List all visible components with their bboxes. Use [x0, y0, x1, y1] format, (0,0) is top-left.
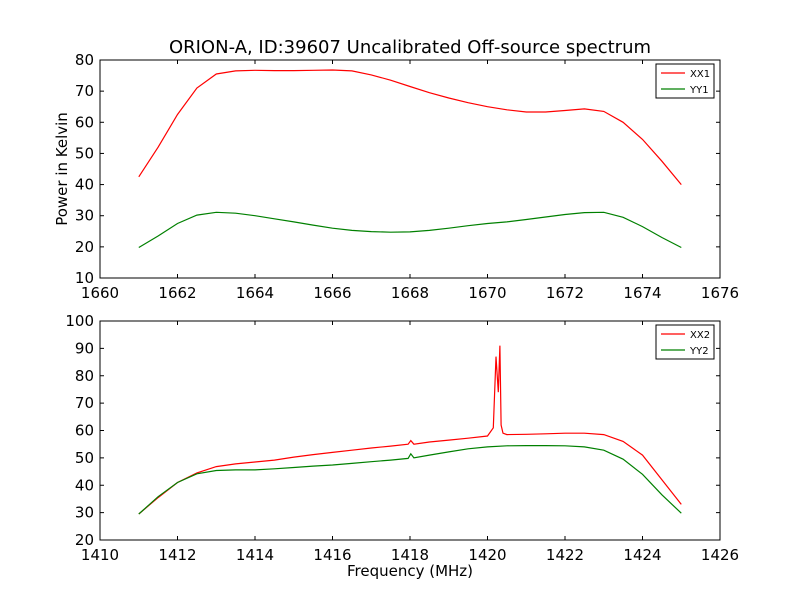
panel1-x-tick-label: 1666: [313, 284, 351, 302]
panel2-series-xx2: [138, 345, 682, 515]
panel1-y-tick-label: 80: [75, 51, 94, 69]
panel1-legend-label-yy1: YY1: [689, 85, 709, 96]
panel2-y-tick-label: 80: [75, 367, 94, 385]
panel1-y-tick-label: 40: [75, 176, 94, 194]
panel1-x-tick-label: 1668: [391, 284, 429, 302]
panel2-axes-frame: [99, 320, 721, 541]
panel2-legend-label-yy2: YY2: [689, 346, 709, 357]
panel1-y-tick-label: 70: [75, 82, 94, 100]
panel2-legend-label-xx2: XX2: [690, 330, 710, 341]
panel2-y-tick-label: 20: [75, 531, 94, 549]
panel2-y-tick-label: 40: [75, 476, 94, 494]
panel2-x-tick-label: 1418: [391, 546, 429, 564]
panel2-y-tick-label: 30: [75, 504, 94, 522]
panel1-y-tick-label: 10: [75, 269, 94, 287]
panel2-x-tick-label: 1424: [623, 546, 661, 564]
panel1-y-axis-label: Power in Kelvin: [53, 112, 71, 226]
panel2-y-tick-label: 90: [75, 339, 94, 357]
panel2-x-axis-label: Frequency (MHz): [347, 562, 473, 580]
panel2-x-tick-label: 1414: [236, 546, 274, 564]
panel1-x-tick-label: 1660: [81, 284, 119, 302]
chart-title: ORION-A, ID:39607 Uncalibrated Off-sourc…: [169, 37, 651, 58]
panel1-y-tick-label: 50: [75, 144, 94, 162]
panel1-legend-label-xx1: XX1: [690, 69, 710, 80]
panel2-y-tick-label: 50: [75, 449, 94, 467]
panel1-series-xx1: [138, 69, 682, 185]
panel1-x-tick-label: 1662: [158, 284, 196, 302]
panel1-x-tick-label: 1676: [701, 284, 739, 302]
panel2-x-tick-label: 1412: [158, 546, 196, 564]
panel1-y-tick-label: 60: [75, 113, 94, 131]
panel2-y-tick-label: 60: [75, 422, 94, 440]
panel2-x-tick-label: 1426: [701, 546, 739, 564]
panel1-y-tick-label: 20: [75, 238, 94, 256]
panel2-x-tick-label: 1410: [81, 546, 119, 564]
panel2-y-tick-label: 70: [75, 394, 94, 412]
panel1-x-tick-label: 1670: [468, 284, 506, 302]
panel1-x-tick-label: 1664: [236, 284, 274, 302]
panel1-x-tick-label: 1674: [623, 284, 661, 302]
panel1-legend: [655, 63, 715, 99]
panel2-x-tick-label: 1422: [546, 546, 584, 564]
panel2-y-tick-label: 100: [65, 312, 94, 330]
panel1-x-tick-label: 1672: [546, 284, 584, 302]
panel2-x-tick-label: 1420: [468, 546, 506, 564]
panel1-series-yy1: [138, 211, 682, 249]
panel1-y-tick-label: 30: [75, 207, 94, 225]
panel2-x-tick-label: 1416: [313, 546, 351, 564]
panel2-series-yy2: [138, 445, 682, 515]
panel2-legend: [655, 324, 715, 360]
